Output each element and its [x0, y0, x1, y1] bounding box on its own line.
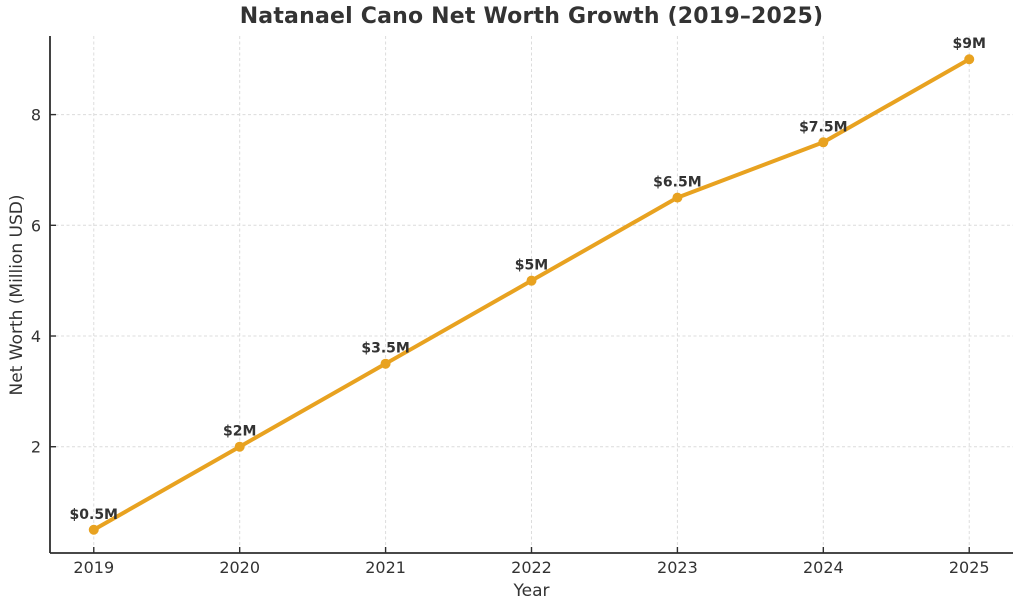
data-point-marker [380, 358, 391, 369]
x-tick-label: 2019 [73, 558, 114, 577]
y-tick-label: 2 [31, 438, 41, 457]
data-point-marker [526, 275, 537, 286]
data-point-marker [88, 524, 99, 535]
x-tick-label: 2022 [511, 558, 552, 577]
y-tick-label: 6 [31, 216, 41, 235]
data-point-label: $2M [223, 424, 256, 440]
data-point-label: $5M [515, 258, 548, 274]
y-tick-label: 4 [31, 327, 41, 346]
x-tick-label: 2024 [803, 558, 844, 577]
x-tick-label: 2023 [657, 558, 698, 577]
data-point-label: $3.5M [361, 341, 409, 357]
data-point-marker [234, 441, 245, 452]
data-point-label: $9M [953, 36, 986, 52]
data-point-marker [818, 137, 829, 148]
data-point-label: $7.5M [799, 119, 847, 135]
x-tick-label: 2021 [365, 558, 406, 577]
y-axis-label: Net Worth (Million USD) [7, 194, 27, 396]
y-tick-label: 8 [31, 106, 41, 125]
x-tick-label: 2020 [219, 558, 260, 577]
data-point-marker [964, 54, 975, 65]
data-point-marker [672, 192, 683, 203]
data-point-label: $0.5M [70, 507, 118, 523]
chart-title: Natanael Cano Net Worth Growth (2019–202… [239, 4, 824, 29]
x-tick-label: 2025 [949, 558, 990, 577]
x-axis-label: Year [513, 581, 550, 601]
data-point-label: $6.5M [653, 175, 701, 191]
